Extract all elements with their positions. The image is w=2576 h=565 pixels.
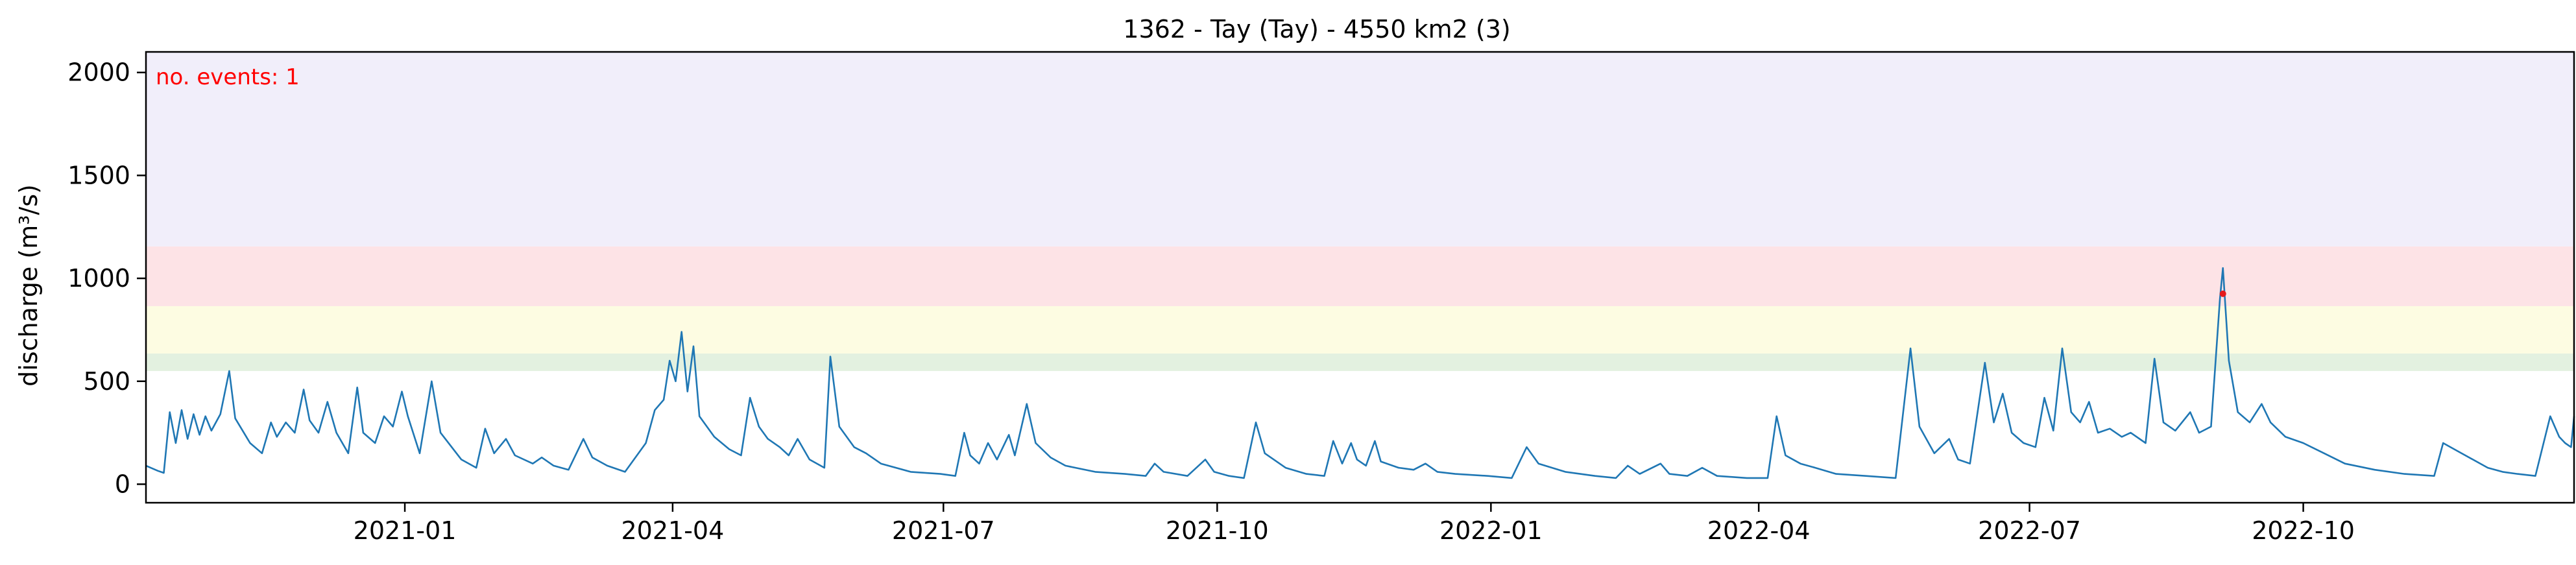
- x-tick-label: 2021-07: [892, 516, 995, 545]
- x-tick-label: 2021-04: [621, 516, 725, 545]
- threshold-bands: [146, 52, 2574, 371]
- y-axis-label: discharge (m³/s): [14, 184, 43, 387]
- discharge-series: [145, 267, 2575, 479]
- events-count-annotation: no. events: 1: [156, 64, 300, 90]
- x-tick-label: 2022-01: [1439, 516, 1543, 545]
- threshold-band: [146, 246, 2574, 306]
- threshold-band: [146, 306, 2574, 354]
- y-tick-label: 1000: [67, 264, 130, 293]
- x-tick-label: 2022-10: [2252, 516, 2355, 545]
- y-tick-label: 500: [83, 367, 130, 396]
- x-tick-label: 2022-04: [1707, 516, 1811, 545]
- x-tick-label: 2021-10: [1166, 516, 1269, 545]
- event-markers: [2219, 290, 2226, 297]
- y-axis-ticks: 0 500 1000 1500 2000: [67, 58, 146, 498]
- plot-frame: [145, 51, 2575, 504]
- discharge-line: [145, 267, 2575, 479]
- x-tick-label: 2022-07: [1978, 516, 2081, 545]
- event-marker: [2219, 290, 2226, 297]
- threshold-band: [146, 52, 2574, 246]
- chart-title: 1362 - Tay (Tay) - 4550 km2 (3): [1123, 15, 1510, 43]
- x-axis-ticks: 2021-01 2021-04 2021-07 2021-10 2022-01 2022-…: [354, 503, 2355, 545]
- y-tick-label: 2000: [67, 58, 130, 87]
- threshold-band: [146, 353, 2574, 371]
- y-tick-label: 0: [115, 470, 130, 498]
- x-tick-label: 2021-01: [354, 516, 457, 545]
- y-tick-label: 1500: [67, 161, 130, 189]
